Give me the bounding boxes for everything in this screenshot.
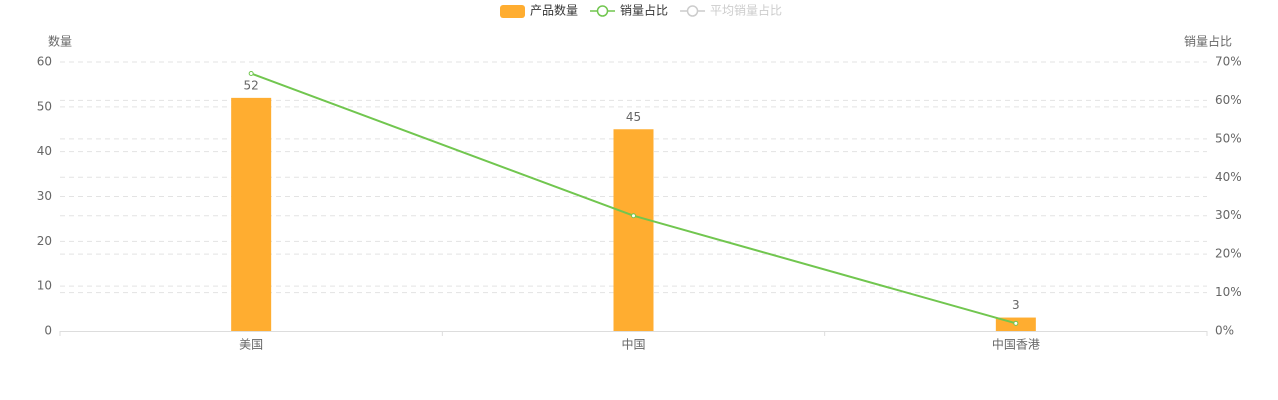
- line-point: [248, 71, 254, 77]
- y-tick-label: 50: [37, 99, 52, 113]
- legend-label[interactable]: 产品数量: [530, 3, 578, 18]
- x-tick-label: 中国香港: [992, 337, 1040, 352]
- y2-tick-label: 20%: [1215, 247, 1242, 261]
- bar-value-label: 45: [626, 110, 641, 124]
- legend-swatch[interactable]: [596, 5, 609, 17]
- y2-tick-label: 50%: [1215, 131, 1242, 145]
- legend-label[interactable]: 平均销量占比: [710, 3, 782, 18]
- line-point: [631, 213, 636, 219]
- y-tick-label: 20: [37, 234, 52, 248]
- bar-value-label: 52: [244, 78, 259, 92]
- line-point: [1013, 320, 1019, 326]
- y2-tick-label: 70%: [1215, 55, 1242, 69]
- y2-tick-label: 40%: [1215, 170, 1242, 184]
- legend-swatch[interactable]: [500, 5, 525, 18]
- bar: [231, 97, 272, 331]
- y2-tick-label: 0%: [1215, 324, 1234, 338]
- y-tick-label: 0: [44, 324, 52, 338]
- x-tick-label: 美国: [239, 338, 263, 352]
- y2-tick-label: 10%: [1215, 285, 1242, 299]
- bar: [613, 129, 654, 331]
- legend-label[interactable]: 销量占比: [620, 3, 668, 18]
- x-tick-label: 中国: [621, 337, 645, 352]
- y-tick-label: 30: [37, 189, 52, 203]
- y-tick-label: 40: [37, 144, 52, 158]
- legend-swatch[interactable]: [686, 5, 699, 17]
- y-tick-label: 10: [37, 279, 52, 293]
- y-tick-label: 60: [37, 55, 52, 69]
- y2-tick-label: 60%: [1215, 93, 1242, 107]
- y2-axis-title: 销量占比: [1184, 34, 1232, 49]
- bar-value-label: 3: [1012, 298, 1020, 312]
- y2-tick-label: 30%: [1215, 208, 1242, 222]
- y-axis-title: 数量: [48, 34, 72, 49]
